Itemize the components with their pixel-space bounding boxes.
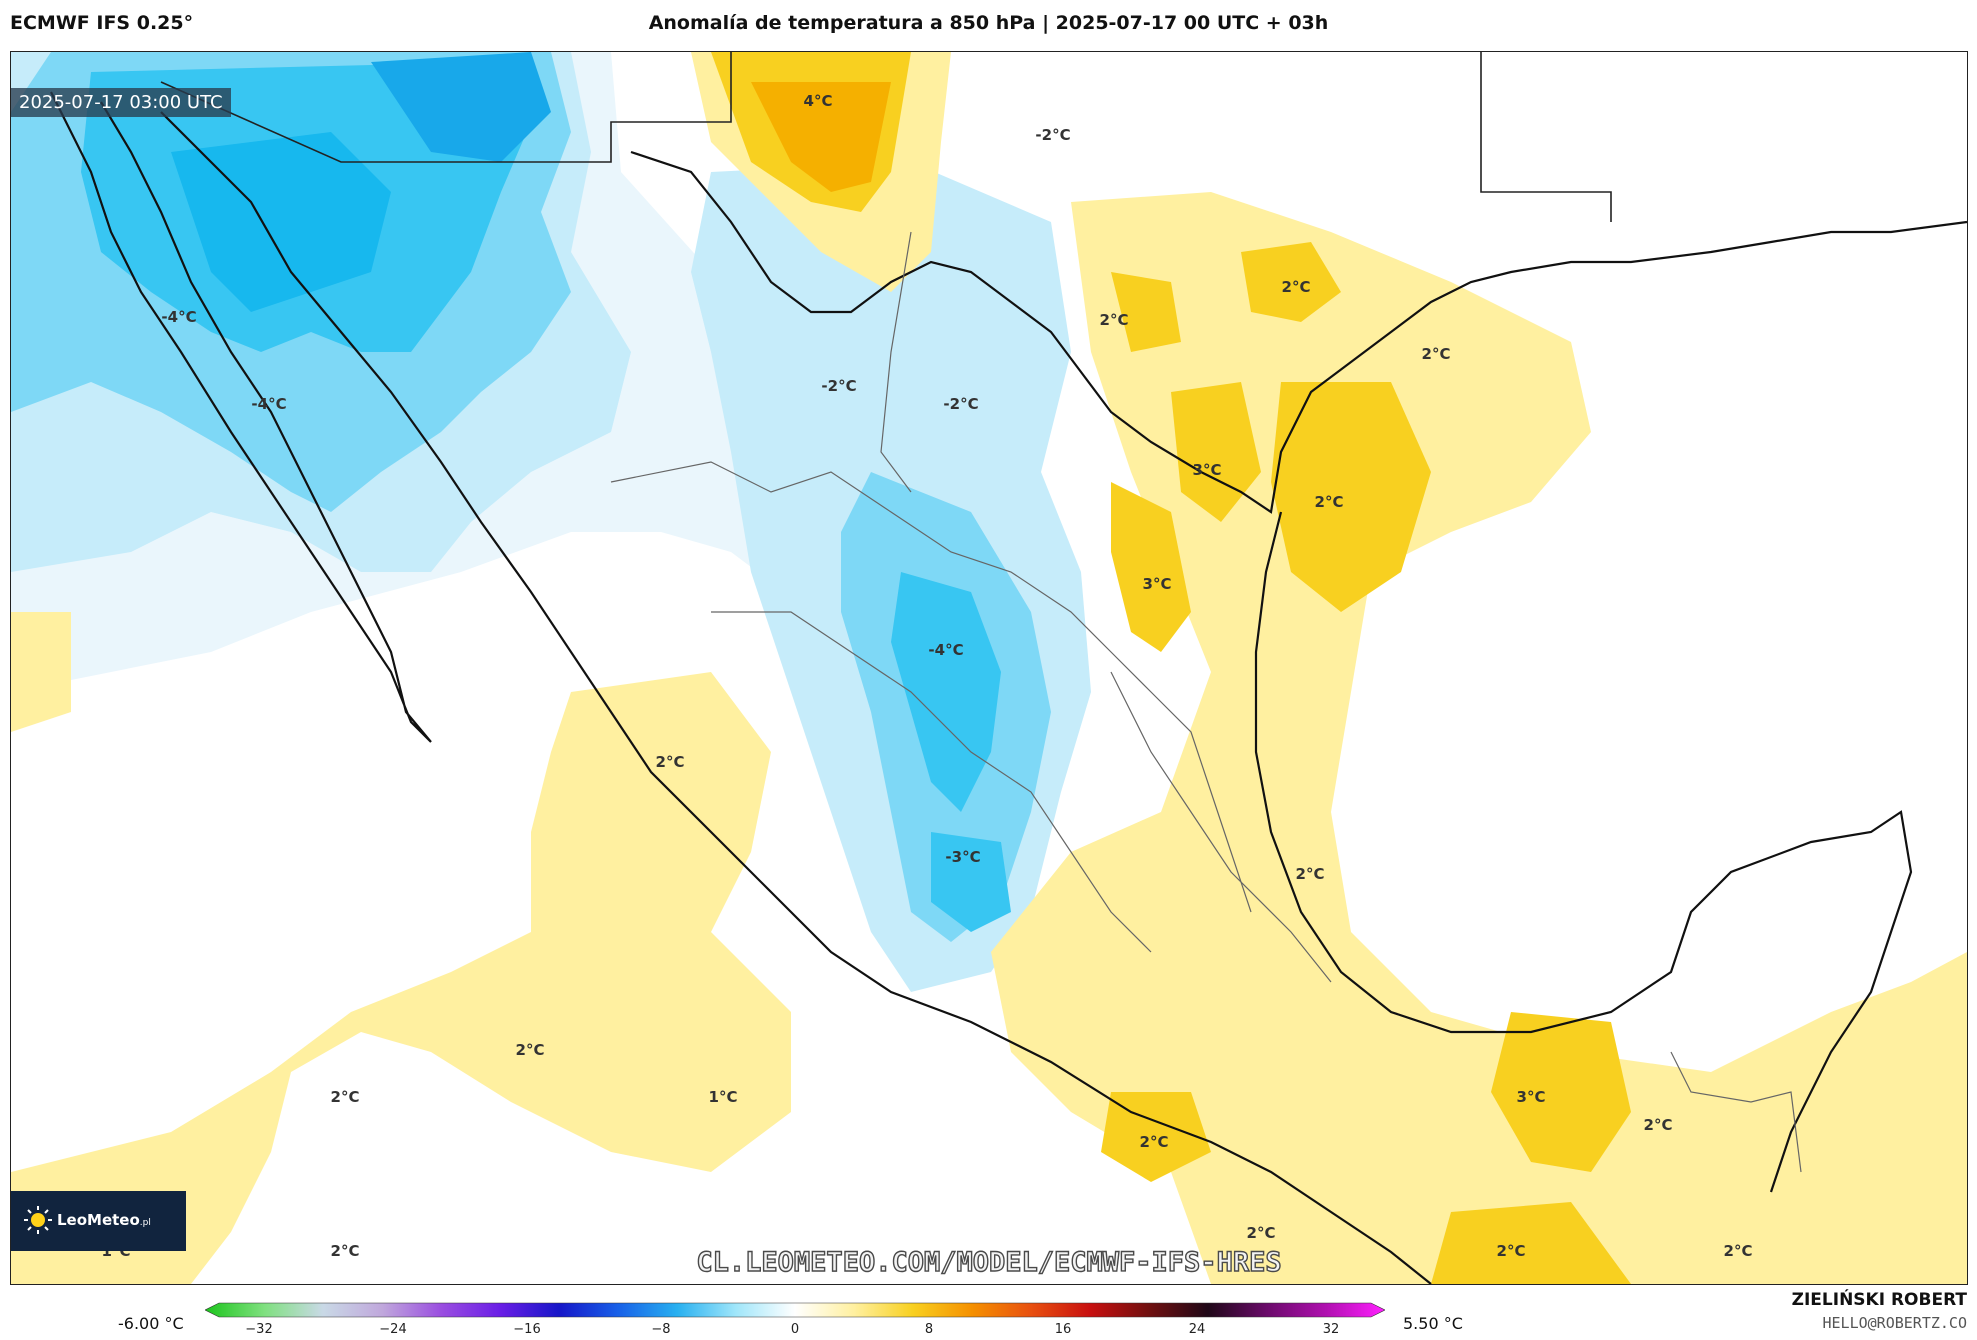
logo-text: LeoMeteo.pl [57, 1211, 151, 1229]
isotherm-label: 3°C [1142, 575, 1172, 593]
isotherm-label: 2°C [330, 1242, 360, 1260]
isotherm-label: 4°C [803, 92, 833, 110]
map-title: Anomalía de temperatura a 850 hPa | 2025… [648, 12, 1329, 34]
isotherm-label: 2°C [1281, 278, 1311, 296]
anomaly-field [11, 52, 1967, 1284]
isotherm-label: -2°C [1035, 126, 1071, 144]
colorbar-tick: −24 [379, 1322, 407, 1337]
valid-time-badge: 2025-07-17 03:00 UTC [11, 88, 231, 117]
colorbar-tick: 24 [1188, 1322, 1206, 1337]
colorbar-tick: −8 [651, 1322, 671, 1337]
colorbar-tick: 0 [790, 1322, 800, 1337]
watermark-url: CL.LEOMETEO.COM/MODEL/ECMWF-IFS-HRES [696, 1246, 1283, 1278]
isotherm-label: 2°C [1723, 1242, 1753, 1260]
isotherm-label: 2°C [1139, 1133, 1169, 1151]
leometeo-logo[interactable]: LeoMeteo.pl [11, 1191, 186, 1251]
model-name: ECMWF IFS 0.25° [10, 12, 194, 34]
isotherm-label: 2°C [330, 1088, 360, 1106]
isotherm-label: 2°C [1496, 1242, 1526, 1260]
isotherm-label: 2°C [1295, 865, 1325, 883]
isotherm-label: 2°C [1246, 1224, 1276, 1242]
colorbar [205, 1302, 1385, 1318]
isotherm-label: 3°C [1516, 1088, 1546, 1106]
author-email[interactable]: HELLO@ROBERTZ.CO [1822, 1314, 1968, 1332]
anomaly-shading [11, 52, 1967, 1284]
isotherm-label: 2°C [1421, 345, 1451, 363]
colorbar-max-label: 5.50 °C [1403, 1314, 1463, 1333]
isotherm-label: -3°C [945, 848, 981, 866]
isotherm-label: -4°C [161, 308, 197, 326]
colorbar-tick: 32 [1322, 1322, 1340, 1337]
map-panel[interactable]: 2025-07-17 03:00 UTC 4°C -2°C -4°C -4°C … [10, 51, 1968, 1285]
colorbar-tick: 16 [1054, 1322, 1072, 1337]
isotherm-label: -2°C [821, 377, 857, 395]
isotherm-label: 2°C [1643, 1116, 1673, 1134]
isotherm-label: 2°C [1314, 493, 1344, 511]
author-name: ZIELIŃSKI ROBERT [1791, 1290, 1967, 1310]
colorbar-tick: 8 [924, 1322, 934, 1337]
colorbar-tick: −32 [245, 1322, 273, 1337]
colorbar-min-label: -6.00 °C [118, 1314, 184, 1333]
isotherm-label: 2°C [1099, 311, 1129, 329]
coastlines [50, 91, 1967, 1284]
sun-icon [24, 1206, 52, 1234]
state-borders [610, 231, 1802, 1173]
isotherm-label: 1°C [708, 1088, 738, 1106]
colorbar-tick: −16 [513, 1322, 541, 1337]
isotherm-label: -4°C [928, 641, 964, 659]
us-border [160, 52, 1612, 222]
isotherm-label: -2°C [943, 395, 979, 413]
isotherm-label: 3°C [1192, 461, 1222, 479]
isotherm-label: 2°C [515, 1041, 545, 1059]
isotherm-label: 2°C [655, 753, 685, 771]
isotherm-label: -4°C [251, 395, 287, 413]
